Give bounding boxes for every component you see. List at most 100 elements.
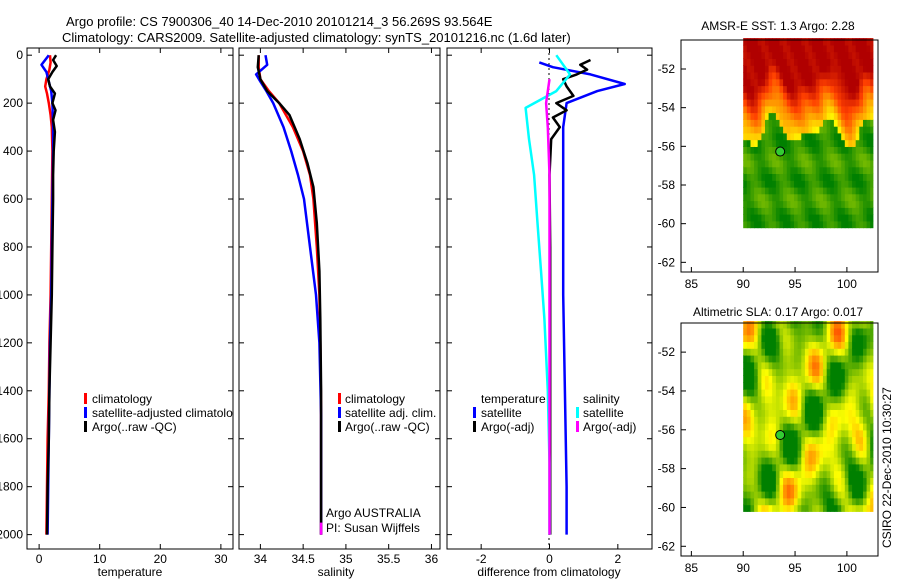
heatmap-cell [808,429,813,438]
heatmap-cell [775,173,781,181]
heatmap-cell [779,112,784,120]
heatmap-cell [823,402,828,410]
heatmap-cell [826,463,831,472]
heatmap-cell [848,327,853,336]
heatmap-cell [837,220,842,229]
heatmap-cell [844,220,849,229]
heatmap-cell [794,105,799,114]
heatmap-cell [859,180,864,188]
heatmap-cell [772,193,777,202]
heatmap-cell [765,186,770,195]
y-tick-label: -62 [658,539,676,553]
series-line-argo-raw-qc [256,55,323,535]
heatmap-cell [779,491,784,499]
heatmap-cell [765,126,770,134]
heatmap-cell [746,497,751,506]
legend-swatch-sal-satellite [576,407,579,418]
heatmap-cell [775,484,781,492]
heatmap-cell [866,382,871,390]
heatmap-cell [746,207,751,215]
heatmap-cell [833,146,839,154]
heatmap-cell [833,166,839,174]
heatmap-cell [837,139,842,147]
heatmap-cell [830,105,835,114]
heatmap-cell [743,443,748,451]
heatmap-cell [823,200,828,208]
heatmap-cell [779,186,784,195]
heatmap-cell [743,429,748,438]
heatmap-cell [848,146,853,154]
heatmap-cell [794,429,799,438]
heatmap-cell [848,443,853,451]
heatmap-cell [841,491,846,499]
heatmap-cell [797,58,802,66]
heatmap-cell [848,71,853,80]
heatmap-cell [779,105,784,114]
heatmap-cell [815,132,820,141]
heatmap-cell [812,44,817,53]
heatmap-cell [783,361,788,370]
heatmap-cell [830,470,835,478]
heatmap-cell [863,341,868,349]
heatmap-cell [859,450,864,458]
heatmap-cell [761,166,766,174]
heatmap-cell [801,146,806,154]
heatmap-cell [750,470,755,478]
heatmap-cell [765,51,770,59]
heatmap-cell [841,186,846,195]
heatmap-cell [772,477,777,485]
heatmap-cell [848,200,853,208]
heatmap-cell [837,173,842,181]
heatmap-cell [833,375,839,383]
difference-legend: temperature salinity satellite Argo(-adj… [473,392,636,434]
heatmap-cell [837,58,842,66]
heatmap-cell [794,153,799,161]
heatmap-cell [768,457,773,465]
heatmap-cell [746,470,751,478]
heatmap-cell [765,193,770,202]
heatmap-cell [833,443,839,451]
heatmap-cell [823,382,828,390]
heatmap-cell [819,126,824,134]
heatmap-cell [761,443,766,451]
heatmap-cell [848,65,853,73]
heatmap-cell [786,99,791,107]
heatmap-cell [783,220,788,229]
heatmap-cell [794,51,799,59]
heatmap-cell [804,159,810,168]
heatmap-cell [841,112,846,120]
heatmap-cell [797,71,802,80]
heatmap-cell [746,180,751,188]
difference-xlabel: difference from climatology [477,565,620,579]
heatmap-cell [783,159,788,168]
heatmap-cell [841,126,846,134]
heatmap-cell [775,436,781,444]
heatmap-cell [761,180,766,188]
heatmap-cell [815,321,820,329]
x-tick-label: 90 [737,277,751,291]
heatmap-cell [775,497,781,506]
heatmap-cell [852,126,857,134]
heatmap-cell [812,153,817,161]
heatmap-cell [870,186,874,195]
heatmap-cell [859,207,864,215]
heatmap-cell [863,193,868,202]
heatmap-cell [819,416,824,424]
heatmap-cell [772,200,777,208]
heatmap-cell [779,327,784,336]
heatmap-cell [783,65,788,73]
salinity-panel: 34 34.5 35 35.5 36 salinity climatology sate… [238,47,441,579]
heatmap-cell [746,389,751,397]
heatmap-cell [866,361,871,370]
heatmap-cell [790,334,795,342]
heatmap-cell [775,402,781,410]
heatmap-cell [823,416,828,424]
heatmap-cell [804,92,810,100]
heatmap-cell [804,484,810,492]
heatmap-cell [794,463,799,472]
heatmap-cell [852,78,857,87]
heatmap-cell [754,450,759,458]
heatmap-cell [866,173,871,181]
heatmap-cell [786,355,791,363]
y-tick-label: -60 [658,217,676,231]
